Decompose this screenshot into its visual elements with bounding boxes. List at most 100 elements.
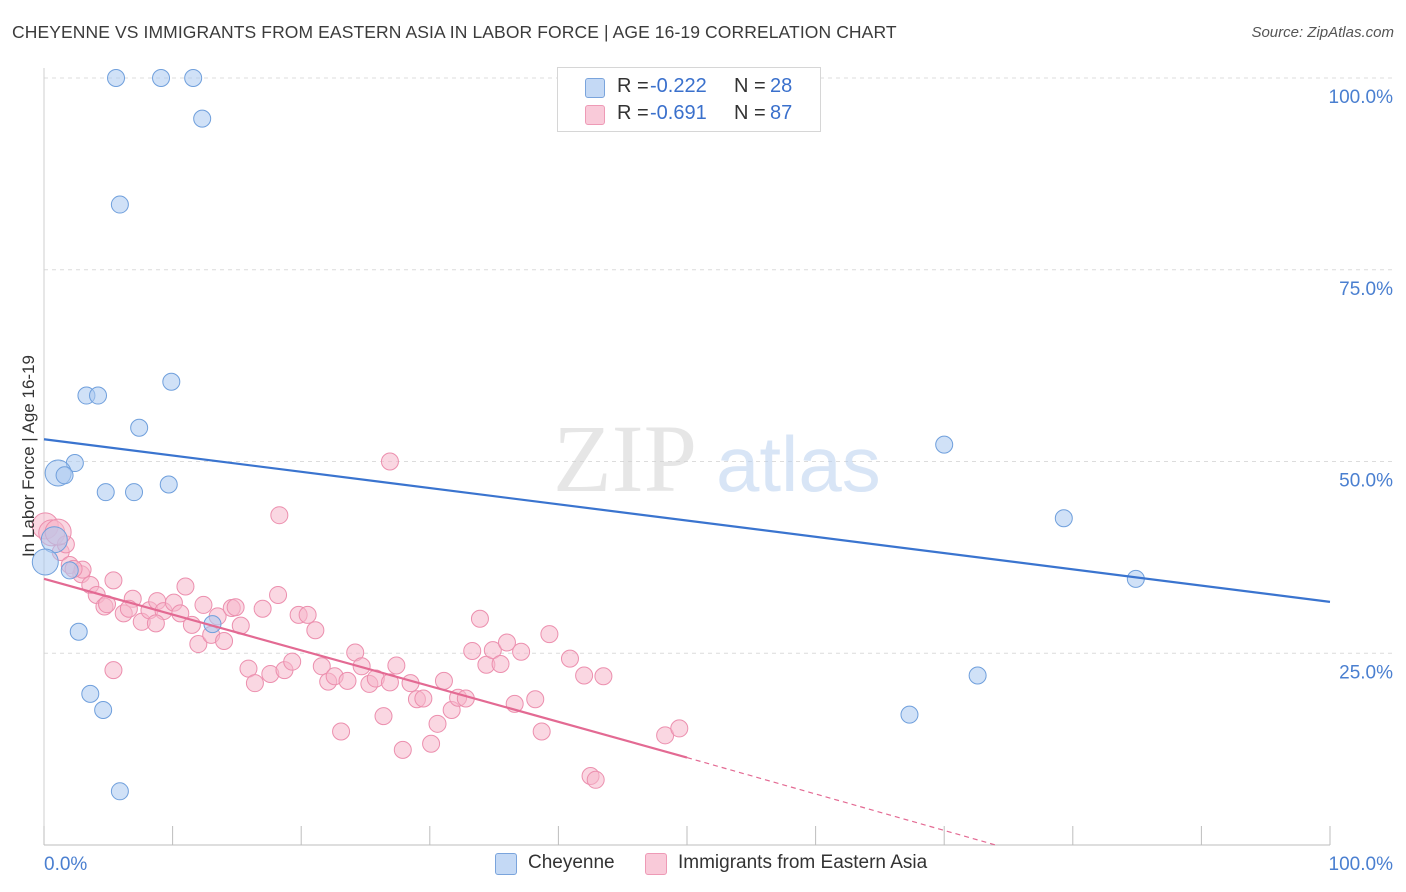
series-cheyenne-points (31, 69, 1145, 801)
data-point-immigrants (332, 722, 351, 741)
data-point-immigrants (312, 657, 331, 676)
trend-line-immigrants (43, 577, 688, 759)
chart-title: CHEYENNE VS IMMIGRANTS FROM EASTERN ASIA… (12, 22, 897, 42)
y-tick-label: 25.0% (1339, 662, 1393, 683)
data-point-cheyenne (107, 69, 126, 87)
data-point-immigrants (594, 667, 613, 686)
data-point-immigrants (491, 654, 510, 673)
data-point-cheyenne (1054, 509, 1073, 528)
y-tick-label: 100.0% (1329, 87, 1394, 108)
data-point-cheyenne (152, 69, 171, 87)
data-point-immigrants (575, 666, 594, 685)
data-point-immigrants (428, 714, 447, 733)
legend-swatch-immigrants (585, 105, 605, 125)
data-point-immigrants (270, 506, 289, 525)
data-point-immigrants (253, 599, 272, 618)
gridlines (44, 77, 1392, 654)
data-point-immigrants (189, 635, 208, 654)
watermark-zip: ZIP (553, 405, 697, 512)
data-point-cheyenne (193, 109, 212, 128)
data-point-immigrants (387, 656, 406, 675)
data-point-immigrants (393, 740, 412, 759)
watermark-atlas: atlas (716, 420, 881, 508)
data-point-cheyenne (96, 483, 115, 502)
bottom-legend: Cheyenne Immigrants from Eastern Asia (0, 852, 1406, 878)
data-point-cheyenne (110, 195, 129, 214)
data-point-immigrants (283, 652, 302, 671)
legend: R = -0.222 N = 28 R = -0.691 N = 87 (557, 67, 821, 132)
legend-n-value: 87 (770, 102, 793, 124)
data-point-immigrants (176, 577, 195, 596)
legend-n-value: 28 (770, 75, 793, 97)
data-point-cheyenne (162, 372, 181, 391)
legend-n-label: N = (734, 75, 766, 97)
tick-labels: 25.0% 50.0% 75.0% 100.0% 0.0% 100.0% (44, 87, 1393, 875)
legend-r-value: -0.222 (650, 75, 707, 97)
data-point-cheyenne (55, 466, 74, 485)
data-point-cheyenne (968, 666, 987, 685)
data-point-immigrants (463, 641, 482, 660)
data-point-cheyenne (69, 622, 88, 641)
data-point-immigrants (269, 585, 288, 604)
legend-row-cheyenne: R = -0.222 N = 28 (558, 75, 820, 101)
data-point-immigrants (215, 631, 234, 650)
bottom-legend-swatch-immigrants (645, 853, 667, 875)
data-point-immigrants (374, 707, 393, 726)
y-tick-label: 50.0% (1339, 471, 1393, 492)
data-point-cheyenne (31, 548, 59, 576)
data-point-cheyenne (900, 705, 919, 724)
legend-r-label: R = (617, 75, 649, 97)
data-point-immigrants (104, 661, 123, 680)
data-point-cheyenne (81, 684, 100, 703)
data-point-immigrants (422, 734, 441, 753)
y-tick-label: 75.0% (1339, 279, 1393, 300)
data-point-immigrants (526, 690, 545, 709)
data-point-immigrants (306, 621, 325, 640)
data-point-cheyenne (89, 386, 108, 405)
data-point-cheyenne (60, 561, 79, 580)
data-point-immigrants (512, 642, 531, 661)
data-point-immigrants (540, 625, 559, 644)
y-axis-title: In Labor Force | Age 16-19 (19, 355, 38, 557)
trend-lines (43, 438, 1331, 846)
data-point-immigrants (670, 719, 689, 738)
data-point-cheyenne (159, 475, 178, 494)
data-point-immigrants (497, 633, 516, 652)
data-point-immigrants (146, 614, 165, 633)
data-point-immigrants (470, 609, 489, 628)
data-point-immigrants (560, 649, 579, 668)
data-point-immigrants (194, 595, 213, 614)
data-point-immigrants (483, 641, 502, 660)
data-point-cheyenne (130, 418, 149, 437)
axes (43, 68, 1331, 846)
data-point-immigrants (586, 770, 605, 789)
x-tick-label: 100.0% (1329, 854, 1394, 875)
legend-n-label: N = (734, 102, 766, 124)
data-point-immigrants (298, 605, 317, 624)
legend-r-label: R = (617, 102, 649, 124)
bottom-legend-label: Immigrants from Eastern Asia (678, 852, 928, 873)
data-point-cheyenne (110, 782, 129, 801)
data-point-immigrants (245, 674, 264, 693)
bottom-legend-swatch-cheyenne (495, 853, 517, 875)
data-point-immigrants (104, 571, 123, 590)
data-point-immigrants (226, 598, 245, 617)
data-point-immigrants (338, 671, 357, 690)
data-point-immigrants (532, 722, 551, 741)
legend-r-value: -0.691 (650, 102, 707, 124)
source-label: Source: ZipAtlas.com (1251, 24, 1394, 41)
data-point-cheyenne (184, 69, 203, 87)
data-point-cheyenne (935, 435, 954, 454)
trend-line-immigrants-extension (686, 756, 996, 846)
watermark: ZIP atlas (553, 405, 881, 512)
legend-swatch-cheyenne (585, 78, 605, 98)
x-tick-label: 0.0% (44, 854, 87, 875)
data-point-cheyenne (94, 701, 113, 720)
trend-line-cheyenne (43, 438, 1331, 603)
data-point-immigrants (380, 452, 399, 471)
data-point-immigrants (414, 689, 433, 708)
legend-row-immigrants: R = -0.691 N = 87 (558, 102, 820, 128)
data-point-immigrants (434, 671, 453, 690)
data-point-cheyenne (125, 483, 144, 502)
